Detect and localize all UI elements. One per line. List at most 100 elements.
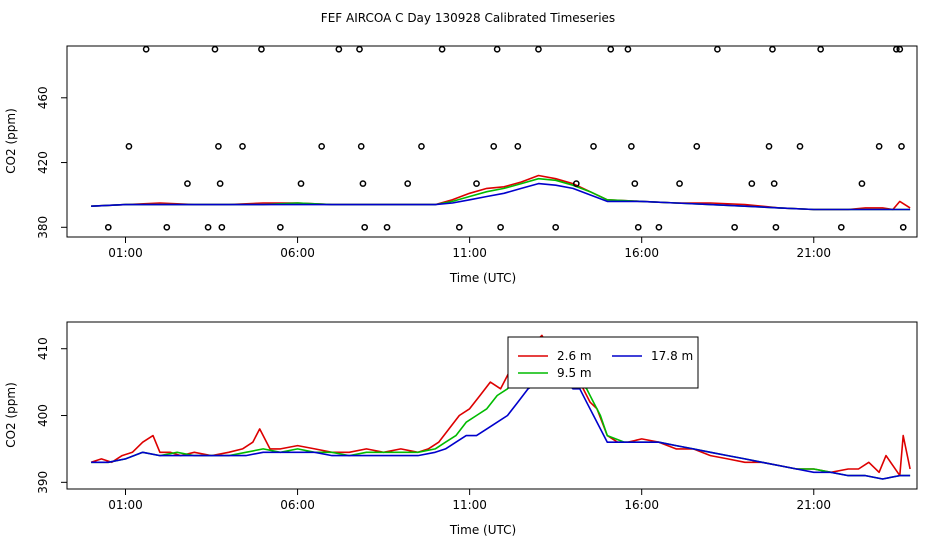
calibration-point bbox=[748, 180, 756, 187]
x-tick-label: 01:00 bbox=[108, 498, 143, 512]
top-calibration-points bbox=[104, 45, 907, 231]
calibration-point bbox=[215, 143, 222, 150]
calibration-point bbox=[898, 143, 905, 150]
series-line-17.8m bbox=[91, 361, 911, 480]
series-line-9.5m bbox=[91, 341, 911, 480]
bottom-x-axis-label: Time (UTC) bbox=[449, 523, 516, 537]
series-line-blue bbox=[91, 182, 911, 211]
y-tick-label: 410 bbox=[36, 337, 50, 360]
top-x-axis-label: Time (UTC) bbox=[449, 271, 516, 285]
calibration-point bbox=[239, 143, 246, 150]
calibration-point bbox=[770, 180, 778, 187]
calibration-point bbox=[163, 223, 171, 231]
legend-label-9.5m: 9.5 m bbox=[557, 366, 592, 380]
bottom-panel: 01:00 06:00 11:00 16:00 21:00 390 400 410 Time… bbox=[4, 321, 918, 537]
calibration-point bbox=[796, 143, 804, 150]
calibration-point bbox=[714, 45, 721, 53]
calibration-point bbox=[357, 143, 365, 150]
legend-box bbox=[507, 336, 699, 389]
bottom-plot-frame bbox=[66, 321, 918, 490]
calibration-point bbox=[631, 180, 639, 187]
calibration-point bbox=[572, 180, 580, 187]
x-tick-label: 06:00 bbox=[280, 246, 315, 260]
calibration-point bbox=[361, 223, 369, 231]
calibration-point bbox=[277, 223, 284, 231]
calibration-point bbox=[359, 180, 367, 187]
x-tick-label: 11:00 bbox=[452, 498, 487, 512]
top-x-axis: 01:00 06:00 11:00 16:00 21:00 bbox=[108, 237, 831, 260]
calibration-point bbox=[335, 45, 343, 53]
calibration-point bbox=[104, 223, 112, 231]
legend: 2.6 m 9.5 m 17.8 m bbox=[507, 336, 699, 389]
calibration-point bbox=[655, 223, 663, 231]
top-plot-frame bbox=[66, 45, 918, 238]
calibration-point bbox=[817, 45, 824, 53]
calibration-point bbox=[769, 45, 776, 53]
calibration-point bbox=[356, 45, 363, 53]
calibration-point bbox=[607, 45, 615, 53]
x-tick-label: 21:00 bbox=[796, 246, 831, 260]
x-tick-label: 16:00 bbox=[624, 246, 659, 260]
calibration-point bbox=[142, 45, 150, 53]
calibration-point bbox=[731, 223, 738, 231]
calibration-point bbox=[624, 45, 632, 53]
calibration-point bbox=[837, 223, 845, 231]
calibration-point bbox=[893, 45, 900, 53]
bottom-x-axis: 01:00 06:00 11:00 16:00 21:00 bbox=[108, 489, 831, 512]
x-tick-label: 16:00 bbox=[624, 498, 659, 512]
figure-title: FEF AIRCOA C Day 130928 Calibrated Times… bbox=[321, 11, 615, 25]
bottom-y-axis: 390 400 410 bbox=[36, 337, 67, 494]
calibration-point bbox=[858, 180, 866, 187]
calibration-point bbox=[184, 180, 191, 187]
calibration-point bbox=[514, 143, 522, 150]
y-tick-label: 390 bbox=[36, 471, 50, 494]
calibration-point bbox=[490, 143, 498, 150]
top-panel: 01:00 06:00 11:00 16:00 21:00 380 420 460 Time… bbox=[4, 45, 918, 285]
calibration-point bbox=[418, 143, 425, 150]
x-tick-label: 21:00 bbox=[796, 498, 831, 512]
calibration-point bbox=[204, 223, 212, 231]
calibration-point bbox=[493, 45, 501, 53]
calibration-point bbox=[216, 180, 224, 187]
x-tick-label: 11:00 bbox=[452, 246, 487, 260]
y-tick-label: 400 bbox=[36, 404, 50, 427]
y-tick-label: 380 bbox=[36, 216, 50, 239]
calibration-point bbox=[765, 143, 773, 150]
calibration-point bbox=[676, 180, 683, 187]
calibration-point bbox=[772, 223, 780, 231]
legend-label-17.8m: 17.8 m bbox=[651, 349, 693, 363]
calibration-point bbox=[455, 223, 463, 231]
calibration-point bbox=[404, 180, 412, 187]
legend-label-2.6m: 2.6 m bbox=[557, 349, 592, 363]
calibration-point bbox=[218, 223, 226, 231]
top-y-axis: 380 420 460 bbox=[36, 86, 67, 239]
calibration-point bbox=[497, 223, 504, 231]
calibration-point bbox=[211, 45, 219, 53]
calibration-point bbox=[634, 223, 642, 231]
calibration-point bbox=[258, 45, 265, 53]
calibration-point bbox=[318, 143, 326, 150]
series-line-2.6m bbox=[90, 334, 911, 477]
calibration-point bbox=[899, 223, 907, 231]
y-tick-label: 460 bbox=[36, 86, 50, 109]
x-tick-label: 01:00 bbox=[108, 246, 143, 260]
y-tick-label: 420 bbox=[36, 151, 50, 174]
calibration-point bbox=[896, 45, 904, 53]
top-y-axis-label: CO2 (ppm) bbox=[4, 108, 18, 174]
calibration-point bbox=[693, 143, 701, 150]
top-series-group bbox=[91, 174, 911, 211]
calibration-point bbox=[628, 143, 635, 150]
calibration-point bbox=[125, 143, 133, 150]
calibration-point bbox=[875, 143, 883, 150]
calibration-point bbox=[438, 45, 446, 53]
x-tick-label: 06:00 bbox=[280, 498, 315, 512]
bottom-y-axis-label: CO2 (ppm) bbox=[4, 382, 18, 448]
calibration-point bbox=[297, 180, 305, 187]
calibration-point bbox=[383, 223, 391, 231]
calibration-point bbox=[552, 223, 560, 231]
calibration-point bbox=[473, 180, 480, 187]
calibration-point bbox=[590, 143, 597, 150]
bottom-series-group bbox=[90, 334, 911, 480]
calibration-point bbox=[535, 45, 542, 53]
